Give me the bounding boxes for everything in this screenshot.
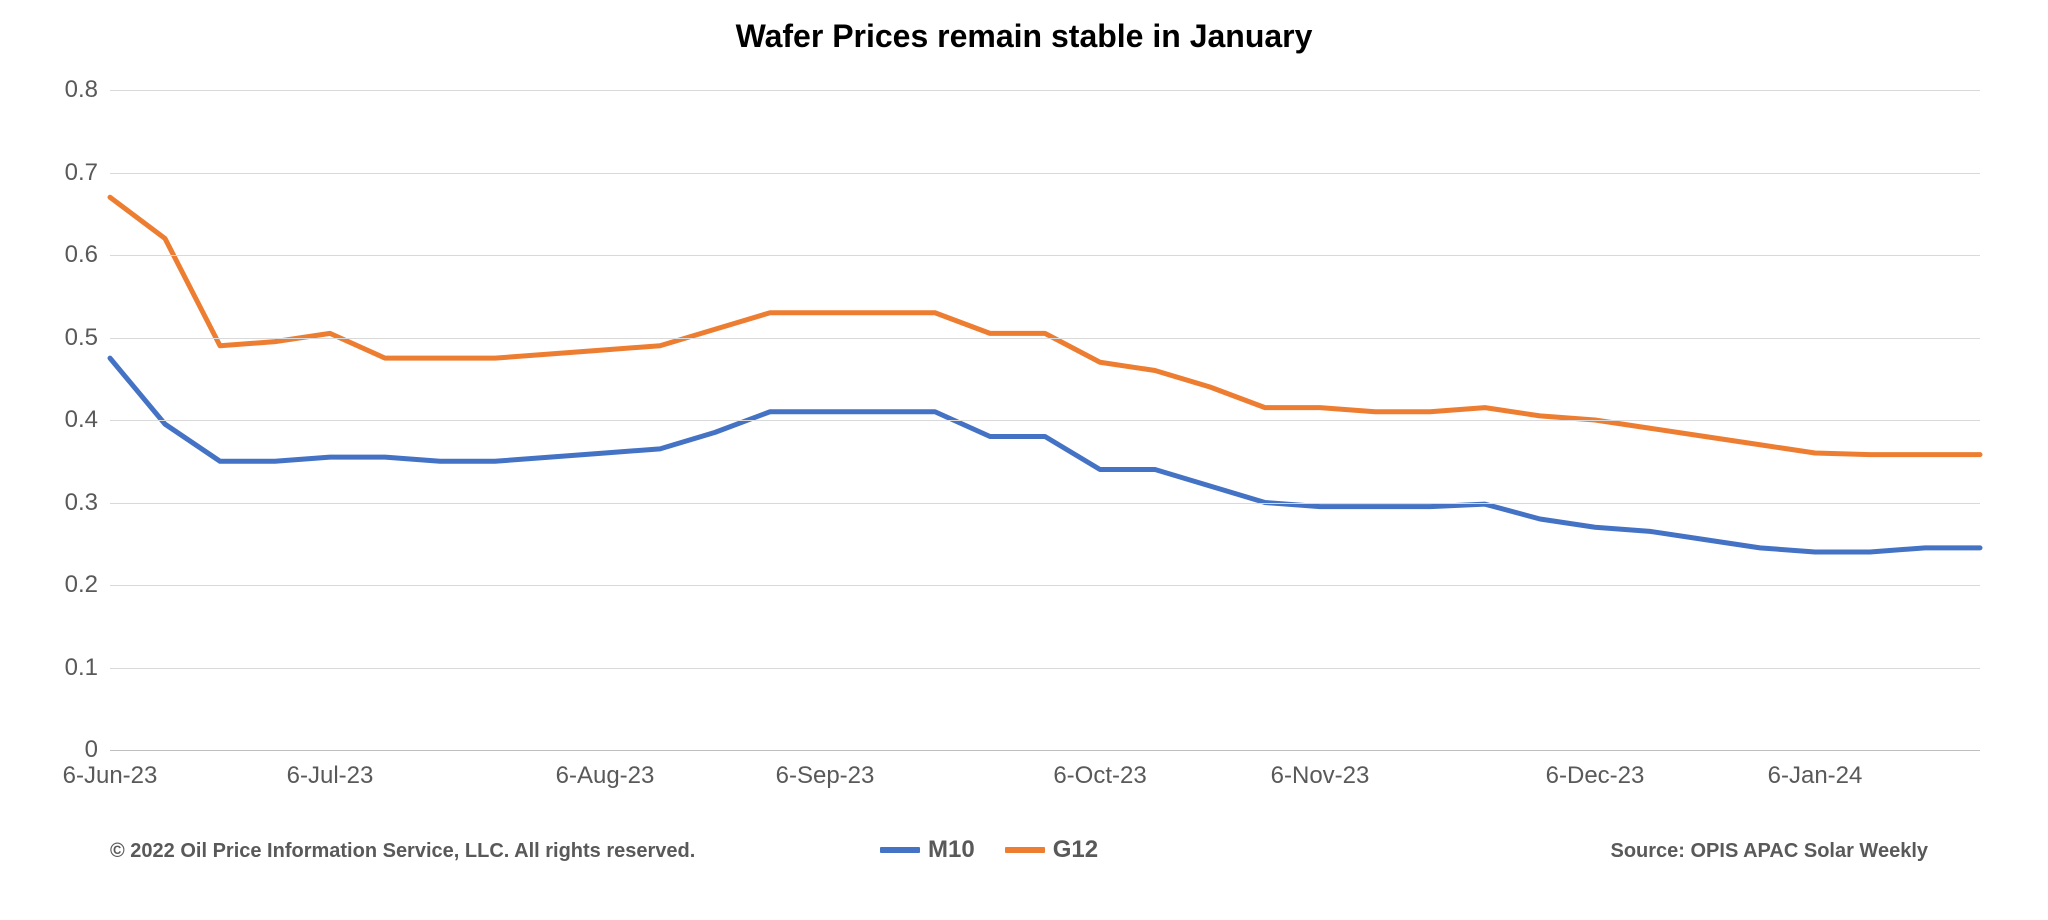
legend-label: G12 [1053, 836, 1098, 864]
y-gridline [110, 668, 1980, 669]
source-text: Source: OPIS APAC Solar Weekly [1610, 840, 1928, 863]
copyright-text: © 2022 Oil Price Information Service, LL… [110, 840, 695, 863]
y-tick-label: 0.7 [65, 159, 110, 187]
legend-swatch [880, 847, 920, 853]
y-tick-label: 0.8 [65, 76, 110, 104]
x-tick-label: 6-Jul-23 [287, 750, 374, 790]
y-tick-label: 0.6 [65, 241, 110, 269]
x-tick-label: 6-Jan-24 [1768, 750, 1863, 790]
x-tick-label: 6-Oct-23 [1053, 750, 1146, 790]
x-tick-label: 6-Dec-23 [1546, 750, 1645, 790]
x-tick-label: 6-Aug-23 [556, 750, 655, 790]
y-gridline [110, 338, 1980, 339]
y-gridline [110, 503, 1980, 504]
chart-container: Wafer Prices remain stable in January 00… [0, 0, 2048, 920]
y-gridline [110, 420, 1980, 421]
legend-item-g12: G12 [1005, 836, 1098, 864]
plot-area: 00.10.20.30.40.50.60.70.86-Jun-236-Jul-2… [110, 90, 1980, 750]
y-tick-label: 0.3 [65, 489, 110, 517]
y-tick-label: 0.4 [65, 406, 110, 434]
chart-footer: © 2022 Oil Price Information Service, LL… [0, 840, 2048, 900]
chart-title: Wafer Prices remain stable in January [0, 18, 2048, 55]
chart-legend: M10 G12 [880, 836, 1098, 864]
y-gridline [110, 255, 1980, 256]
y-gridline [110, 750, 1980, 751]
x-tick-label: 6-Nov-23 [1271, 750, 1370, 790]
y-tick-label: 0.5 [65, 324, 110, 352]
series-line-g12 [110, 197, 1980, 454]
x-tick-label: 6-Sep-23 [776, 750, 875, 790]
y-tick-label: 0.2 [65, 571, 110, 599]
y-gridline [110, 173, 1980, 174]
y-tick-label: 0.1 [65, 654, 110, 682]
series-line-m10 [110, 358, 1980, 552]
y-gridline [110, 585, 1980, 586]
legend-label: M10 [928, 836, 975, 864]
y-gridline [110, 90, 1980, 91]
legend-item-m10: M10 [880, 836, 975, 864]
x-tick-label: 6-Jun-23 [63, 750, 158, 790]
legend-swatch [1005, 847, 1045, 853]
